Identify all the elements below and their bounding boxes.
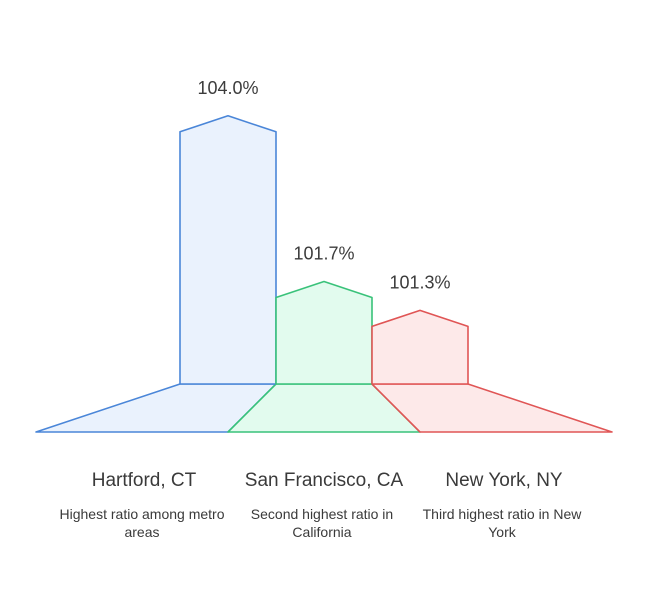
bar-hartford [179,114,277,385]
value-label-new-york: 101.3% [389,272,450,292]
value-label-san-francisco: 101.7% [293,244,354,264]
value-label-hartford: 104.0% [197,78,258,98]
bar-new-york [371,309,469,385]
category-label-san-francisco: San Francisco, CA [244,470,404,491]
category-label-hartford: Hartford, CT [91,470,197,491]
description-san-francisco: Second highest ratio in California [250,506,394,540]
description-hartford: Highest ratio among metro areas [59,506,225,540]
category-label-new-york: New York, NY [445,470,563,491]
description-new-york: Third highest ratio in New York [422,506,582,540]
bar-san-francisco [275,280,373,385]
